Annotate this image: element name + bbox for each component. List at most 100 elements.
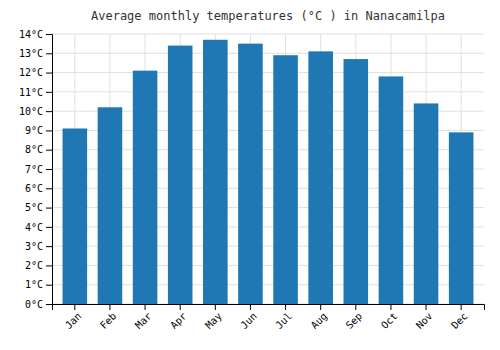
tick-mark (46, 265, 52, 266)
grid-line (52, 91, 484, 92)
tick-mark (426, 304, 427, 310)
tick-label: Feb (98, 310, 119, 331)
tick: 10°C (19, 106, 52, 117)
tick-mark (46, 246, 52, 247)
tick-mark (145, 304, 146, 310)
tick-label: Apr (168, 310, 189, 331)
tick-mark (46, 227, 52, 228)
tick-label: Jul (273, 310, 294, 331)
tick: 1°C (25, 279, 52, 290)
tick-mark (46, 111, 52, 112)
tick-label: 9°C (25, 125, 43, 136)
bar (449, 132, 474, 304)
tick-mark (355, 304, 356, 310)
tick-mark (74, 304, 75, 310)
tick-label: 3°C (25, 241, 43, 252)
bar (273, 55, 298, 304)
tick: 5°C (25, 202, 52, 213)
tick: 2°C (25, 260, 52, 271)
tick: May (203, 304, 224, 331)
tick-mark (46, 285, 52, 286)
tick-label: 7°C (25, 164, 43, 175)
tick-mark (285, 304, 286, 310)
tick: 6°C (25, 183, 52, 194)
tick: Jan (63, 304, 84, 331)
tick-label: 8°C (25, 144, 43, 155)
grid-line (52, 72, 484, 73)
tick: 11°C (19, 87, 52, 98)
tick-mark (46, 73, 52, 74)
grid-line (52, 53, 484, 54)
tick: Dec (449, 304, 470, 331)
tick-label: 14°C (19, 29, 43, 40)
tick: 4°C (25, 222, 52, 233)
tick: 14°C (19, 29, 52, 40)
tick: Jul (273, 304, 294, 331)
grid (52, 34, 484, 304)
tick-mark (46, 53, 52, 54)
tick-label: 4°C (25, 222, 43, 233)
grid-line (52, 34, 484, 35)
tick-label: 1°C (25, 279, 43, 290)
tick-mark (46, 188, 52, 189)
tick: Nov (414, 304, 435, 331)
bar (379, 76, 404, 304)
y-axis: 0°C 1°C 2°C 3°C 4°C 5°C 6°C 7°C 8°C 9°C 10°C 11°C 12… (19, 29, 53, 310)
tick-mark (109, 304, 110, 310)
bar (344, 59, 369, 304)
bar (98, 107, 123, 304)
tick: 0°C (25, 299, 52, 310)
tick-mark (215, 304, 216, 310)
tick: 8°C (25, 144, 52, 155)
tick: 12°C (19, 67, 52, 78)
tick-label: 0°C (25, 299, 43, 310)
tick-mark (46, 169, 52, 170)
tick-label: Nov (414, 310, 435, 331)
tick-mark (180, 304, 181, 310)
bar (63, 129, 88, 305)
bar (308, 51, 333, 304)
bar (414, 103, 439, 304)
bar (133, 71, 158, 304)
tick-mark (250, 304, 251, 310)
tick-label: May (203, 310, 224, 331)
tick-label: 10°C (19, 106, 43, 117)
title: Average monthly temperatures (°C ) in Na… (91, 9, 445, 23)
tick: Feb (98, 304, 119, 331)
x-axis: Jan Feb Mar Apr May Jun Jul Aug Sep Oct Nov Dec (53, 304, 485, 331)
tick-label: 12°C (19, 67, 43, 78)
tick-label: Mar (133, 310, 154, 331)
tick-label: 13°C (19, 48, 43, 59)
tick: Mar (133, 304, 154, 331)
tick-label: Jan (63, 310, 84, 331)
bar (238, 44, 263, 304)
tick-mark (46, 304, 52, 305)
axis-line (53, 305, 485, 311)
tick: Apr (168, 304, 189, 331)
tick: Aug (309, 304, 330, 331)
tick-mark (390, 304, 391, 310)
tick: Sep (344, 304, 365, 331)
tick: 7°C (25, 164, 52, 175)
tick: 13°C (19, 48, 52, 59)
tick-mark (46, 92, 52, 93)
tick: 3°C (25, 241, 52, 252)
tick: Oct (379, 304, 400, 331)
tick-label: Jun (238, 310, 259, 331)
tick-mark (461, 304, 462, 310)
tick-mark (46, 34, 52, 35)
tick: 9°C (25, 125, 52, 136)
tick-label: Sep (344, 310, 365, 331)
tick-mark (46, 130, 52, 131)
tick-mark (46, 150, 52, 151)
tick-mark (320, 304, 321, 310)
bar (168, 46, 193, 304)
axis-line (46, 35, 53, 305)
tick-label: Oct (379, 310, 400, 331)
tick-label: Aug (309, 310, 330, 331)
tick-label: 6°C (25, 183, 43, 194)
bars (63, 40, 474, 304)
tick: Jun (238, 304, 259, 331)
tick-label: 2°C (25, 260, 43, 271)
tick-label: 5°C (25, 202, 43, 213)
